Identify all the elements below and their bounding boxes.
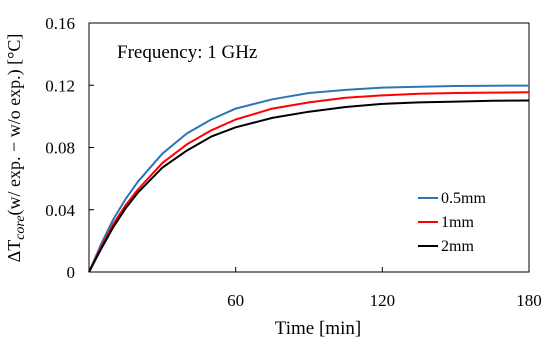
y-tick-label: 0.12 (45, 76, 75, 95)
axes (88, 22, 530, 273)
y-tick-label: 0.16 (45, 14, 75, 33)
tick-labels: 0 0.04 0.08 0.12 0.16 60 120 180 (45, 14, 542, 310)
y-axis-label-subscript: core (13, 215, 28, 239)
legend-label-1mm: 1mm (441, 214, 474, 231)
y-tick-label: 0.08 (45, 139, 75, 158)
series-line-0.5mm (88, 84, 530, 273)
legend-label-0.5mm: 0.5mm (441, 190, 486, 207)
y-axis-label-prefix: ΔT (4, 240, 24, 263)
x-tick-label: 120 (370, 291, 396, 310)
legend-label-2mm: 2mm (441, 238, 474, 255)
series-line-1mm (88, 91, 530, 273)
y-axis-label-suffix: (w/ exp. − w/o exp.) [°C] (4, 34, 25, 216)
x-tick-label: 60 (227, 291, 244, 310)
y-tick-label: 0.04 (45, 201, 75, 220)
series-line-2mm (88, 99, 530, 273)
annotation-frequency: Frequency: 1 GHz (117, 42, 257, 63)
y-tick-label: 0 (67, 263, 76, 282)
y-axis-label: ΔTcore(w/ exp. − w/o exp.) [°C] (4, 34, 28, 263)
x-tick-label: 180 (516, 291, 542, 310)
x-axis-label: Time [min] (275, 318, 361, 339)
legend: 0.5mm 1mm 2mm (418, 190, 486, 255)
series-lines (88, 84, 530, 273)
